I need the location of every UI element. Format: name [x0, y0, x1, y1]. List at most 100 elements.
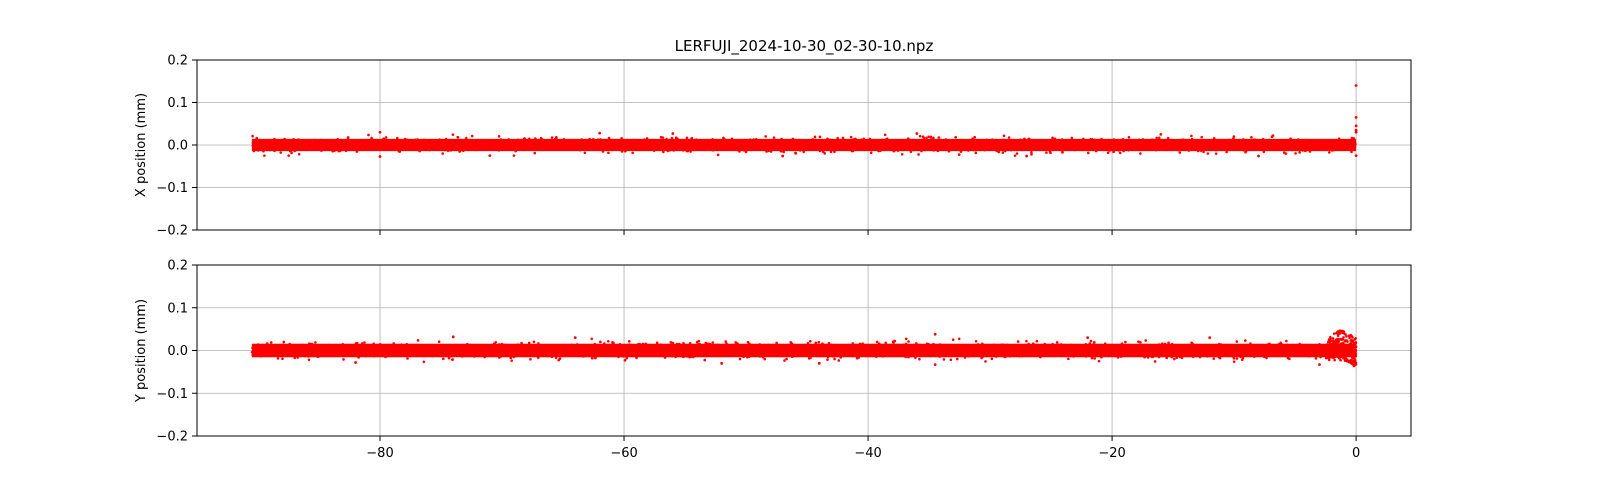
scatter-point: [1115, 146, 1119, 149]
scatter-point: [952, 147, 955, 151]
scatter-point: [902, 353, 906, 357]
scatter-point: [346, 354, 349, 357]
scatter-point: [441, 152, 445, 155]
outlier-point: [1354, 115, 1358, 119]
scatter-point: [1110, 344, 1114, 348]
scatter-point: [1030, 153, 1033, 156]
scatter-point: [1119, 351, 1123, 355]
scatter-point: [1180, 141, 1184, 144]
scatter-point: [548, 348, 551, 351]
scatter-point: [392, 354, 396, 357]
scatter-point: [1278, 345, 1281, 349]
scatter-point: [517, 343, 520, 347]
scatter-point: [1291, 145, 1294, 148]
scatter-point: [767, 149, 771, 153]
scatter-point: [268, 148, 272, 152]
scatter-point: [834, 144, 837, 148]
scatter-point: [337, 345, 340, 348]
outlier-point: [915, 132, 919, 135]
scatter-point: [570, 145, 573, 149]
scatter-point: [1212, 147, 1215, 151]
scatter-point: [1078, 345, 1081, 349]
scatter-point: [1119, 355, 1123, 358]
scatter-point: [711, 341, 715, 344]
scatter-point: [299, 143, 303, 146]
scatter-point: [488, 145, 492, 149]
scatter-point: [1345, 145, 1348, 149]
scatter-point: [987, 139, 991, 143]
scatter-point: [416, 339, 420, 342]
scatter-point: [1308, 345, 1312, 348]
scatter-point: [923, 143, 926, 146]
scatter-point: [1107, 352, 1110, 356]
scatter-point: [550, 355, 554, 359]
scatter-point: [982, 351, 986, 355]
scatter-point: [597, 352, 601, 355]
scatter-point: [1133, 147, 1137, 151]
scatter-point: [1109, 351, 1113, 355]
scatter-point: [558, 351, 561, 354]
scatter-point: [798, 149, 802, 152]
scatter-point: [880, 138, 884, 142]
scatter-point: [426, 144, 430, 147]
scatter-point: [437, 340, 441, 343]
scatter-point: [1094, 149, 1098, 153]
scatter-point: [856, 143, 860, 147]
scatter-point: [927, 342, 930, 346]
scatter-point: [1266, 143, 1269, 147]
scatter-point: [307, 344, 310, 348]
scatter-point: [275, 352, 279, 356]
scatter-point: [510, 359, 514, 362]
scatter-point: [1022, 139, 1025, 142]
data-points: [250, 329, 1358, 368]
scatter-point: [807, 143, 811, 147]
scatter-point: [1271, 147, 1275, 151]
scatter-point: [869, 350, 872, 354]
scatter-point: [954, 145, 958, 149]
scatter-point: [835, 354, 839, 357]
scatter-point: [875, 344, 878, 348]
scatter-point: [348, 144, 352, 148]
scatter-point: [1277, 145, 1281, 149]
scatter-point: [704, 147, 708, 150]
scatter-point: [1172, 143, 1176, 147]
scatter-point: [517, 145, 521, 149]
scatter-point: [488, 348, 492, 352]
scatter-point: [1032, 342, 1035, 345]
scatter-point: [295, 353, 298, 357]
scatter-point: [683, 145, 687, 149]
scatter-point: [730, 137, 734, 141]
scatter-point: [1312, 344, 1315, 347]
scatter-point: [918, 357, 921, 361]
scatter-point: [670, 145, 673, 148]
scatter-point: [985, 138, 989, 142]
scatter-point: [1262, 150, 1266, 154]
scatter-point: [1280, 147, 1283, 150]
scatter-point: [826, 358, 829, 361]
scatter-point: [946, 145, 949, 149]
scatter-point: [1076, 142, 1080, 146]
scatter-point: [680, 143, 683, 146]
scatter-point: [526, 140, 529, 144]
scatter-point: [414, 138, 417, 142]
scatter-point: [1246, 143, 1249, 146]
scatter-point: [999, 343, 1003, 347]
scatter-point: [1055, 144, 1059, 148]
scatter-point: [773, 354, 777, 357]
scatter-point: [372, 354, 376, 358]
scatter-point: [546, 147, 549, 151]
scatter-point: [1246, 345, 1250, 349]
scatter-point: [1165, 139, 1169, 142]
scatter-point: [984, 360, 987, 363]
scatter-point: [1117, 348, 1120, 351]
scatter-point: [333, 139, 337, 143]
scatter-point: [1319, 145, 1323, 148]
scatter-point: [876, 347, 879, 351]
scatter-point: [956, 148, 959, 152]
scatter-point: [902, 347, 905, 351]
scatter-point: [603, 342, 606, 345]
scatter-point: [833, 354, 836, 358]
scatter-point: [1244, 339, 1247, 342]
scatter-point: [1021, 141, 1024, 145]
